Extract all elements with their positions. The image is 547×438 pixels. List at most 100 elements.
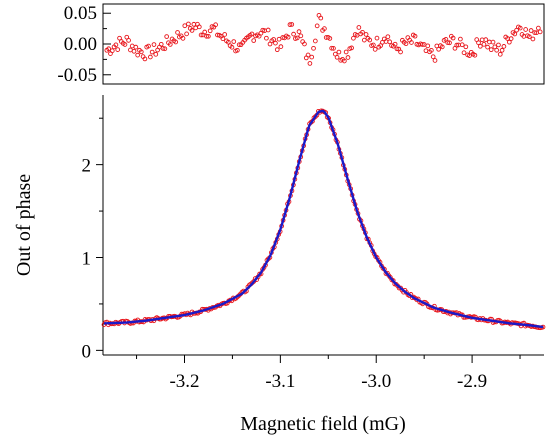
residual-point — [351, 35, 356, 41]
residual-point — [302, 41, 307, 47]
residual-point — [135, 52, 141, 58]
residual-point — [528, 28, 534, 33]
residual-point — [287, 22, 293, 28]
residual-point — [345, 55, 351, 60]
residual-point — [372, 47, 378, 52]
residual-point — [189, 28, 195, 33]
residual-point — [278, 44, 284, 49]
residual-point — [429, 47, 434, 53]
residual-point — [343, 49, 349, 55]
residual-point — [289, 22, 295, 27]
residual-point — [336, 49, 342, 55]
residual-point — [481, 41, 487, 47]
residual-point — [296, 29, 302, 34]
main-x-tick-label: -2.9 — [457, 371, 487, 392]
residual-point — [184, 31, 189, 37]
main-y-ticks: 0 1 2 — [82, 117, 103, 362]
residual-point — [182, 23, 188, 29]
residual-point — [490, 39, 496, 45]
residual-point — [409, 40, 414, 45]
residual-point — [461, 50, 467, 56]
residual-point — [496, 42, 501, 48]
residual-point — [447, 40, 452, 46]
residual-point — [186, 21, 191, 27]
residual-point — [445, 40, 451, 45]
residual-point — [322, 26, 327, 31]
residual-point — [202, 29, 208, 35]
residual-point — [131, 48, 137, 54]
residual-point — [314, 23, 320, 29]
residual-point — [311, 45, 316, 51]
residual-point — [458, 36, 463, 42]
main-x-tick-label: -3.1 — [265, 371, 295, 392]
main-y-tick-label: 1 — [82, 249, 92, 270]
residual-point — [153, 51, 159, 57]
residual-point — [374, 35, 380, 41]
residual-point — [264, 35, 269, 41]
residual-point — [454, 42, 460, 48]
residual-point — [162, 46, 168, 52]
residual-point — [342, 58, 347, 64]
residual-point — [392, 41, 398, 47]
residual-point — [164, 34, 170, 39]
residual-point — [273, 40, 278, 46]
residual-point — [530, 36, 536, 42]
residual-point — [523, 27, 529, 32]
residual-point — [363, 32, 369, 37]
residual-point — [537, 29, 543, 35]
residual-point — [142, 56, 148, 62]
main-x-tick-label: -3.2 — [169, 371, 199, 392]
residual-point — [459, 42, 465, 48]
residual-point — [298, 33, 304, 39]
residual-point — [430, 54, 436, 60]
residual-point — [146, 43, 151, 49]
residual-point — [508, 36, 514, 41]
residual-point — [276, 36, 282, 42]
residual-point — [436, 46, 441, 52]
residual-point — [472, 52, 478, 58]
residual-point — [432, 58, 438, 63]
residual-point — [204, 33, 209, 39]
residual-point — [305, 52, 311, 58]
residual-point — [167, 42, 173, 47]
residual-point — [536, 25, 541, 31]
residual-point — [149, 49, 155, 55]
residual-point — [231, 39, 237, 44]
residual-point — [109, 48, 115, 54]
y-axis-title: Out of phase — [13, 174, 35, 276]
residual-points — [104, 12, 543, 66]
residual-y-tick-label: 0.05 — [64, 3, 97, 24]
residual-point — [106, 46, 111, 52]
residual-point — [265, 27, 271, 33]
residual-point — [173, 39, 179, 45]
residual-point — [526, 34, 532, 40]
x-axis-title: Magnetic field (mG) — [240, 413, 406, 435]
residual-point — [488, 47, 494, 53]
residual-point — [291, 31, 296, 37]
residual-point — [158, 41, 164, 47]
residual-point — [236, 42, 242, 48]
residual-point — [133, 44, 139, 50]
residual-point — [222, 32, 228, 37]
residual-point — [439, 44, 445, 50]
residual-point — [329, 45, 335, 51]
residual-point — [387, 39, 393, 45]
residual-point — [517, 25, 523, 31]
residual-point — [419, 42, 425, 47]
residual-point — [235, 47, 240, 53]
main-x-tick-label: -3.0 — [361, 371, 391, 392]
residual-point — [225, 39, 231, 45]
residual-point — [485, 44, 490, 50]
residual-y-tick-label: -0.05 — [57, 65, 97, 86]
residual-point — [398, 49, 403, 55]
residual-point — [307, 61, 313, 66]
residual-point — [334, 54, 340, 60]
residual-point — [403, 41, 409, 47]
residual-point — [175, 30, 180, 35]
residual-point — [274, 47, 280, 53]
residual-point — [385, 34, 391, 40]
residual-point — [271, 37, 276, 42]
residual-point — [371, 42, 376, 48]
residual-point — [160, 46, 166, 51]
